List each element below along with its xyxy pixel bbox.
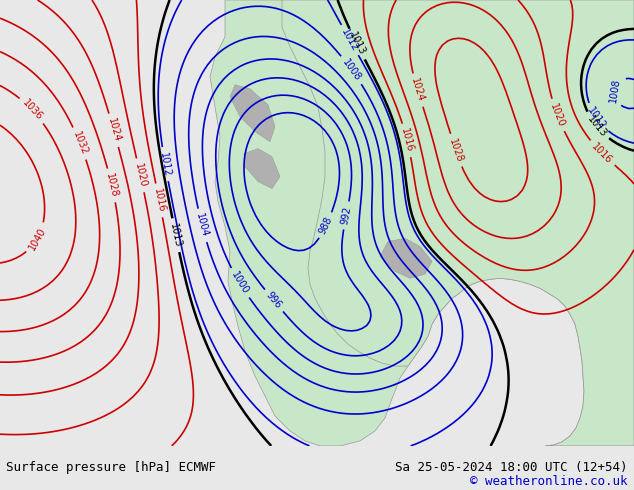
Text: 1036: 1036: [20, 98, 44, 122]
Text: 1000: 1000: [229, 270, 250, 296]
Text: 992: 992: [340, 205, 353, 225]
Text: 1028: 1028: [447, 137, 465, 164]
Text: 1012: 1012: [586, 105, 608, 131]
Text: 1024: 1024: [410, 77, 426, 103]
Polygon shape: [230, 85, 275, 142]
Polygon shape: [244, 148, 280, 189]
Text: 1013: 1013: [347, 31, 367, 57]
Text: 1016: 1016: [399, 127, 415, 153]
Text: 1016: 1016: [152, 187, 167, 213]
Text: 1013: 1013: [169, 222, 183, 248]
Polygon shape: [282, 0, 634, 446]
Polygon shape: [210, 0, 634, 446]
Text: 1012: 1012: [158, 151, 172, 177]
Polygon shape: [380, 239, 432, 278]
Text: 1012: 1012: [339, 27, 360, 53]
Text: Sa 25-05-2024 18:00 UTC (12+54): Sa 25-05-2024 18:00 UTC (12+54): [395, 462, 628, 474]
Text: 1032: 1032: [71, 130, 89, 157]
Text: 996: 996: [264, 291, 283, 311]
Text: 1004: 1004: [194, 212, 210, 239]
Text: 1040: 1040: [27, 225, 48, 251]
Text: 1016: 1016: [590, 141, 614, 166]
Text: 1013: 1013: [585, 114, 608, 139]
Text: 1024: 1024: [106, 117, 122, 144]
Text: Surface pressure [hPa] ECMWF: Surface pressure [hPa] ECMWF: [6, 462, 216, 474]
Text: 1008: 1008: [340, 57, 363, 83]
Text: 1020: 1020: [133, 162, 148, 189]
Text: 1008: 1008: [608, 77, 621, 103]
Text: 988: 988: [318, 215, 335, 236]
Text: © weatheronline.co.uk: © weatheronline.co.uk: [470, 475, 628, 488]
Text: 1028: 1028: [104, 172, 119, 198]
Text: 1020: 1020: [548, 102, 566, 128]
